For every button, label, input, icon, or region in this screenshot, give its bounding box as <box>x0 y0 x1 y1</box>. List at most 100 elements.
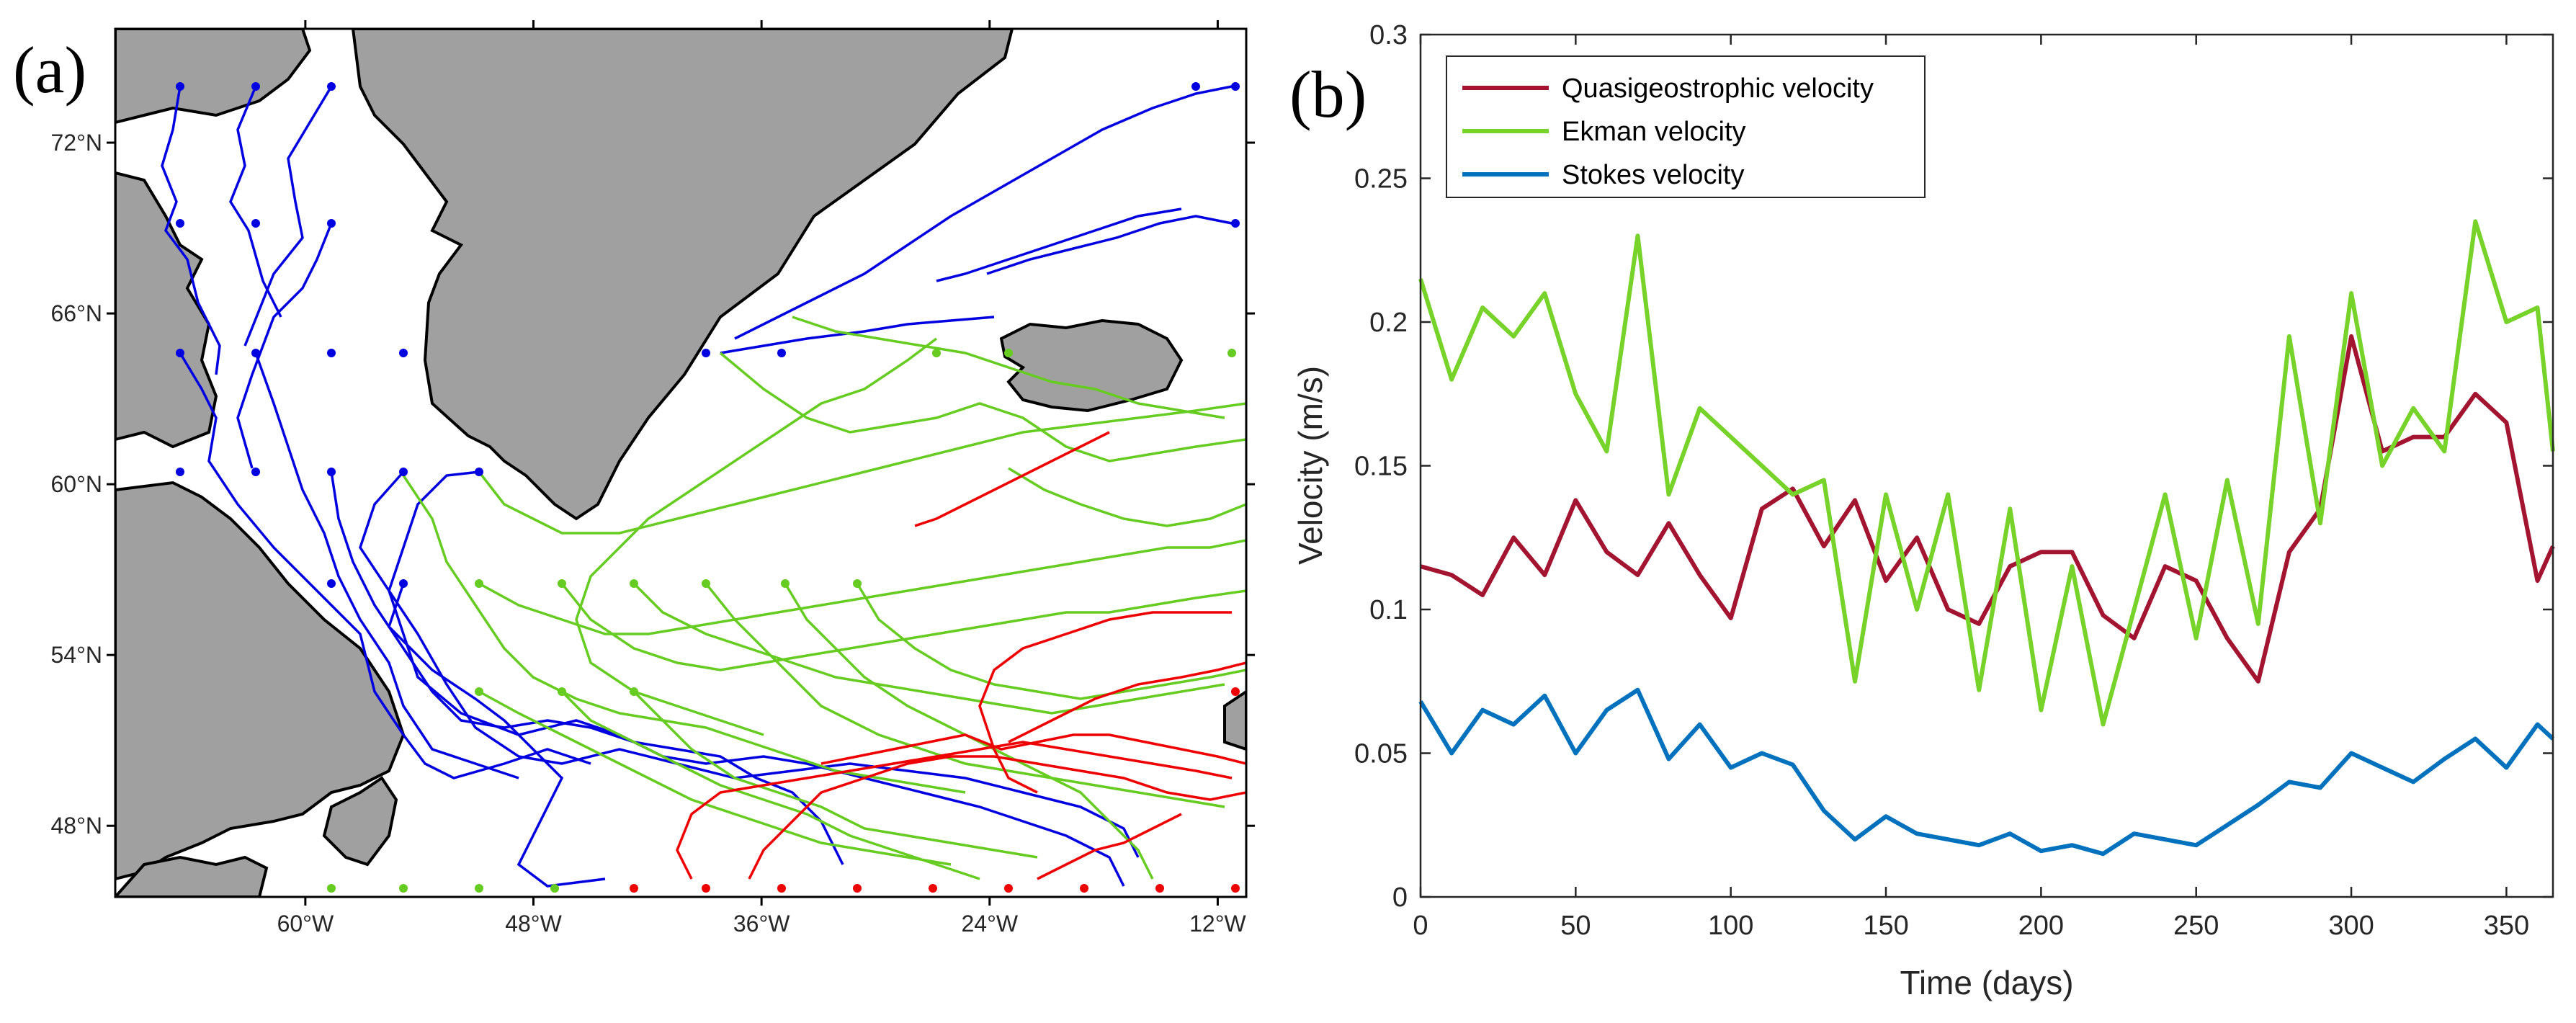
red-drifter-track <box>978 611 1232 794</box>
deployment-markers <box>176 82 1240 893</box>
ellesmere-land <box>115 29 312 125</box>
series-line-1 <box>1418 219 2555 727</box>
panel-a-label: (a) <box>13 33 86 107</box>
blue-deploy-dot <box>327 468 336 476</box>
blue-trajectories <box>161 85 1233 888</box>
nova-scotia-land <box>115 855 269 897</box>
green-drifter-track <box>560 690 980 880</box>
blue-drifter-track <box>254 352 519 779</box>
legend-label-2: Stokes velocity <box>1562 160 1744 190</box>
green-drifter-track <box>632 690 1038 859</box>
x-tick-label: 350 <box>2484 911 2529 941</box>
x-tick-label: 0 <box>1413 911 1428 941</box>
greenland-land <box>351 29 1014 521</box>
blue-drifter-track <box>720 316 995 354</box>
lat-tick-label: 66°N <box>51 300 103 326</box>
labrador-land <box>115 481 406 881</box>
blue-deploy-dot <box>327 82 336 91</box>
blue-deploy-dot <box>702 349 710 357</box>
y-tick-label: 0.25 <box>1354 164 1408 195</box>
green-deploy-dot <box>630 687 638 696</box>
red-deploy-dot <box>1231 687 1240 696</box>
blue-drifter-track <box>986 215 1233 275</box>
x-tick-label: 200 <box>2018 911 2064 941</box>
green-trajectories <box>402 316 1246 880</box>
blue-drifter-track <box>243 86 333 347</box>
red-trajectories <box>676 431 1246 880</box>
blue-drifter-track <box>359 470 1140 858</box>
red-drifter-track <box>820 733 1246 765</box>
green-drifter-track <box>402 475 966 794</box>
green-deploy-dot <box>475 687 483 696</box>
map-frame <box>114 27 1248 898</box>
red-deploy-dot <box>777 884 786 893</box>
blue-deploy-dot <box>176 82 184 91</box>
map-ticks: 72°N 66°N 60°N 54°N 48°N 60°W 48°W 36°W 24°W 12°W <box>51 20 1255 937</box>
green-deploy-dot <box>399 884 408 893</box>
green-deploy-dot <box>550 884 559 893</box>
red-drifter-track <box>1008 661 1246 743</box>
blue-deploy-dot <box>176 219 184 228</box>
y-tick-label: 0.3 <box>1369 20 1408 50</box>
green-deploy-dot <box>1004 349 1013 357</box>
lat-tick-label: 60°N <box>51 471 103 497</box>
y-tick-label: 0.05 <box>1354 739 1408 769</box>
y-tick-label: 0 <box>1392 883 1408 913</box>
lon-tick-label: 12°W <box>1189 911 1246 937</box>
green-deploy-dot <box>558 687 566 696</box>
blue-deploy-dot <box>251 468 260 476</box>
green-deploy-dot <box>932 349 941 357</box>
blue-deploy-dot <box>251 219 260 228</box>
x-tick-label: 300 <box>2328 911 2374 941</box>
lon-tick-label: 24°W <box>961 911 1018 937</box>
green-drifter-track <box>792 316 1225 419</box>
blue-drifter-track <box>229 86 282 318</box>
blue-deploy-dot <box>1231 82 1240 91</box>
blue-deploy-dot <box>1231 219 1240 228</box>
green-deploy-dot <box>630 579 638 588</box>
blue-deploy-dot <box>399 579 408 588</box>
series-line-2 <box>1418 687 2555 857</box>
x-tick-label: 150 <box>1863 911 1908 941</box>
blue-deploy-dot <box>327 579 336 588</box>
svalbard-edge-land <box>1223 689 1246 751</box>
red-deploy-dot <box>1004 884 1013 893</box>
blue-drifter-track <box>734 85 1233 340</box>
blue-deploy-dot <box>777 349 786 357</box>
blue-deploy-dot <box>251 349 260 357</box>
legend-label-0: Quasigeostrophic velocity <box>1562 73 1874 104</box>
blue-deploy-dot <box>251 82 260 91</box>
legend-label-1: Ekman velocity <box>1562 117 1746 147</box>
red-deploy-dot <box>702 884 710 893</box>
blue-drifter-track <box>387 583 606 888</box>
green-drifter-track <box>1008 467 1246 527</box>
blue-drifter-track <box>236 223 333 469</box>
red-deploy-dot <box>853 884 862 893</box>
y-axis-title: Velocity (m/s) <box>1292 366 1329 565</box>
panel-b-label: (b) <box>1289 58 1367 131</box>
green-deploy-dot <box>475 579 483 588</box>
green-drifter-track <box>478 690 952 866</box>
green-deploy-dot <box>1227 349 1236 357</box>
chart-legend: Quasigeostrophic velocity Ekman velocity S… <box>1446 55 1926 198</box>
blue-deploy-dot <box>176 349 184 357</box>
blue-drifter-track <box>161 86 221 375</box>
red-deploy-dot <box>1155 884 1164 893</box>
x-axis-title: Time (days) <box>1900 964 2073 1001</box>
panel-b-chart: (b) 0 50 100 150 200 250 300 350 0 0.05 0.1 0.15 0.2… <box>1289 20 2555 1001</box>
green-deploy-dot <box>781 579 790 588</box>
x-tick-label: 100 <box>1708 911 1753 941</box>
green-deploy-dot <box>702 579 710 588</box>
panel-a-map: (a) <box>13 20 1255 937</box>
lat-tick-label: 48°N <box>51 813 103 839</box>
red-deploy-dot <box>1231 884 1240 893</box>
red-deploy-dot <box>1080 884 1088 893</box>
blue-deploy-dot <box>176 468 184 476</box>
blue-drifter-track <box>330 471 844 865</box>
y-tick-label: 0.15 <box>1354 452 1408 482</box>
green-drifter-track <box>478 402 1246 535</box>
green-deploy-dot <box>475 884 483 893</box>
blue-deploy-dot <box>327 349 336 357</box>
blue-deploy-dot <box>475 468 483 476</box>
